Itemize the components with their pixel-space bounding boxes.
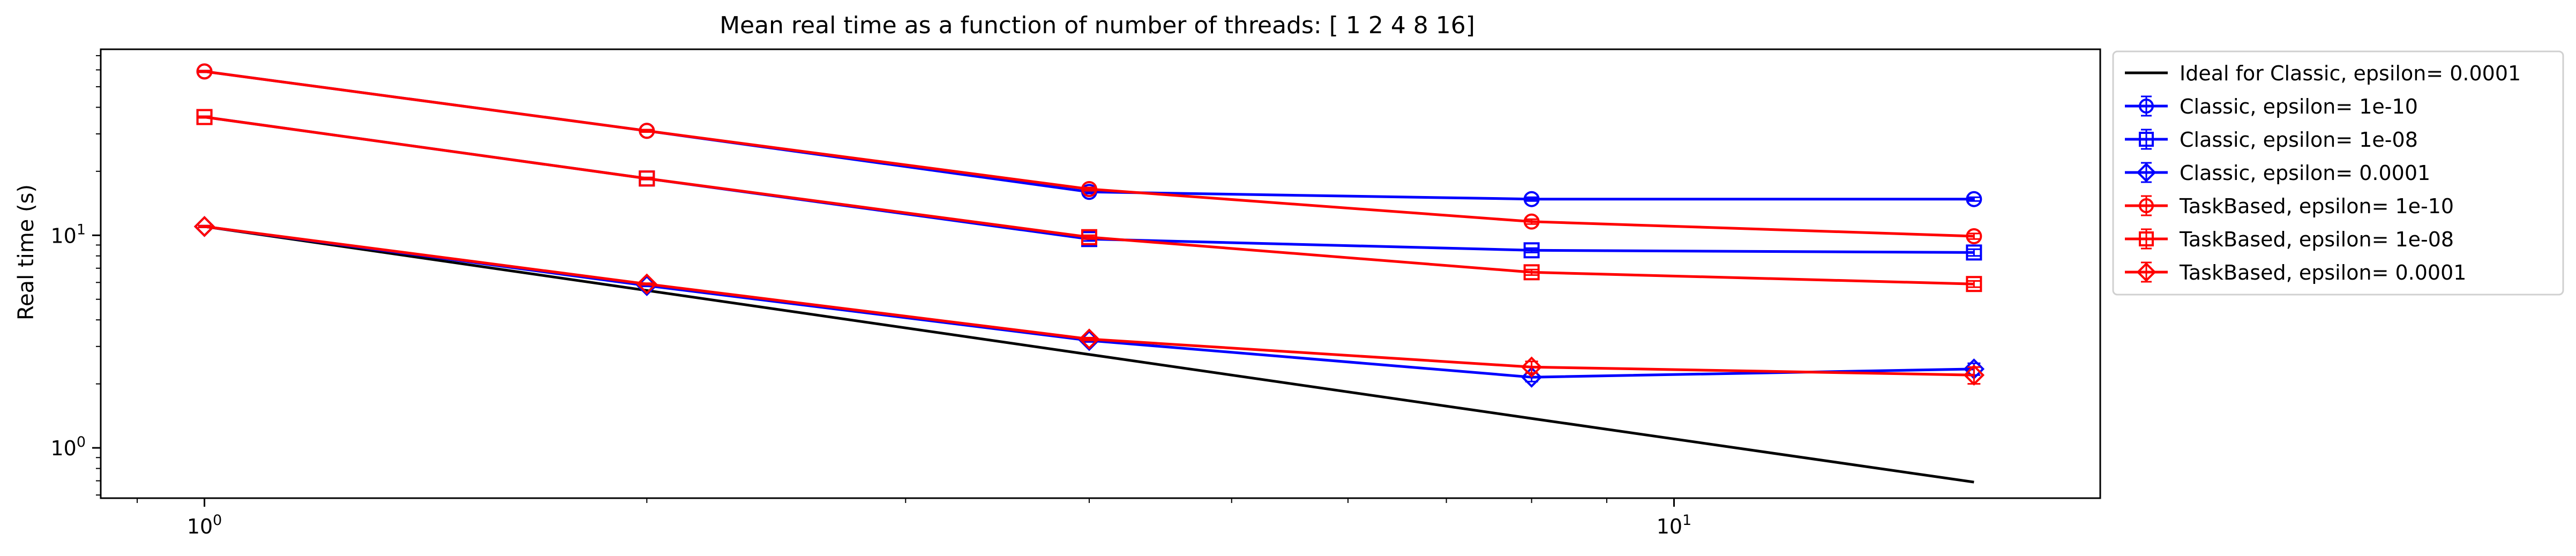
legend-label: Classic, epsilon= 1e-10 bbox=[2180, 95, 2418, 118]
data-point bbox=[196, 63, 213, 80]
data-point bbox=[639, 170, 655, 187]
series-layer bbox=[193, 63, 1985, 484]
legend-entry: Ideal for Classic, epsilon= 0.0001 bbox=[2125, 62, 2521, 85]
data-point bbox=[193, 216, 215, 237]
legend-entry: TaskBased, epsilon= 0.0001 bbox=[2125, 261, 2466, 284]
data-point bbox=[1523, 264, 1540, 281]
legend: Ideal for Classic, epsilon= 0.0001 Classi… bbox=[2112, 50, 2564, 296]
legend-label: Classic, epsilon= 0.0001 bbox=[2180, 161, 2430, 185]
x-tick-label: 100 bbox=[187, 512, 222, 538]
data-point bbox=[636, 273, 658, 295]
data-point bbox=[1079, 328, 1100, 350]
legend-label: TaskBased, epsilon= 0.0001 bbox=[2179, 261, 2466, 284]
major-ticks: 100 101 100 101 bbox=[50, 221, 1691, 538]
series-line bbox=[204, 225, 1974, 484]
legend-entry: Classic, epsilon= 1e-08 bbox=[2125, 128, 2418, 152]
legend-label: Ideal for Classic, epsilon= 0.0001 bbox=[2180, 62, 2521, 85]
data-point bbox=[1966, 276, 1982, 292]
legend-entry: Classic, epsilon= 0.0001 bbox=[2125, 161, 2430, 185]
series-4 bbox=[196, 63, 1982, 244]
data-point bbox=[1521, 366, 1542, 388]
x-tick-label: 101 bbox=[1657, 512, 1692, 538]
plot-frame bbox=[100, 48, 2101, 499]
y-axis-label: Real time (s) bbox=[14, 184, 39, 320]
series-6 bbox=[193, 216, 1985, 386]
data-point bbox=[639, 123, 655, 139]
data-point bbox=[1523, 213, 1540, 230]
legend-entry: Classic, epsilon= 1e-10 bbox=[2125, 95, 2418, 118]
y-tick-label: 100 bbox=[50, 434, 86, 460]
data-point bbox=[1966, 244, 1982, 261]
legend-entry: TaskBased, epsilon= 1e-08 bbox=[2125, 228, 2454, 251]
data-point bbox=[1081, 229, 1097, 245]
data-point bbox=[1523, 191, 1540, 207]
series-0 bbox=[204, 225, 1974, 484]
data-point bbox=[1521, 356, 1542, 378]
legend-label: Classic, epsilon= 1e-08 bbox=[2180, 128, 2418, 152]
series-5 bbox=[196, 109, 1982, 292]
data-point bbox=[1963, 364, 1985, 386]
data-point bbox=[1081, 181, 1097, 197]
legend-frame bbox=[2112, 50, 2564, 296]
data-point bbox=[1966, 191, 1982, 207]
y-tick-label: 101 bbox=[50, 221, 86, 247]
chart-title: Mean real time as a function of number o… bbox=[720, 12, 1475, 39]
data-point bbox=[1966, 228, 1982, 244]
data-point bbox=[1523, 242, 1540, 259]
legend-label: TaskBased, epsilon= 1e-08 bbox=[2179, 228, 2454, 251]
legend-entry: TaskBased, epsilon= 1e-10 bbox=[2125, 194, 2454, 218]
legend-label: TaskBased, epsilon= 1e-10 bbox=[2179, 194, 2454, 218]
data-point bbox=[196, 109, 213, 125]
